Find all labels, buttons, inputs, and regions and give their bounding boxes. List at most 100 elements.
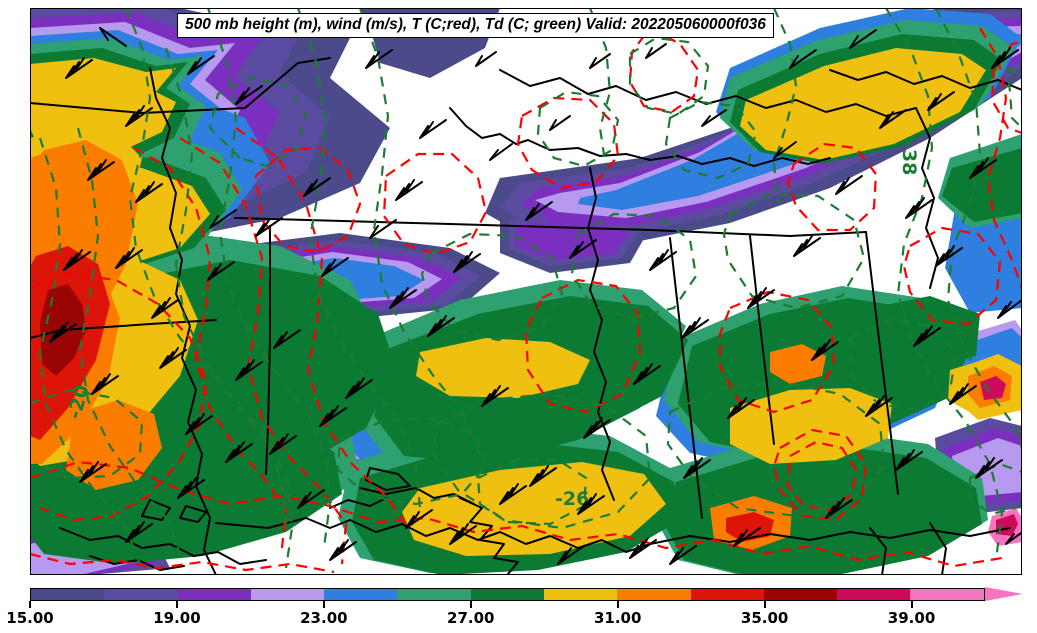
colorbar-segment bbox=[177, 589, 215, 600]
wind-barb bbox=[405, 509, 433, 529]
map-svg: -38 -26 -20 bbox=[30, 8, 1022, 575]
colorbar-segment bbox=[324, 589, 361, 600]
contour-label-38: -38 bbox=[898, 141, 920, 175]
colorbar-strip[interactable] bbox=[30, 588, 985, 601]
wind-barb bbox=[879, 109, 907, 129]
colorbar-segment bbox=[250, 589, 288, 600]
wind-barb bbox=[489, 143, 513, 161]
colorbar-segment bbox=[287, 589, 325, 600]
colorbar-segment bbox=[727, 589, 764, 600]
colorbar-tick-label: 27.00 bbox=[447, 609, 495, 627]
wind-barb bbox=[269, 433, 297, 455]
colorbar-segment bbox=[690, 589, 728, 600]
wind-barb bbox=[135, 181, 163, 203]
wind-barb bbox=[683, 457, 711, 479]
wind-barb bbox=[569, 239, 597, 259]
wind-barb bbox=[303, 177, 331, 197]
wind-barb bbox=[79, 461, 107, 483]
colorbar-segment bbox=[104, 589, 141, 600]
wind-barb bbox=[151, 297, 179, 319]
colorbar-segment bbox=[507, 589, 544, 600]
wind-barb bbox=[529, 465, 557, 487]
wind-barb bbox=[633, 363, 661, 385]
colorbar-tick-label: 31.00 bbox=[593, 609, 642, 627]
map-title-box: 500 mb height (m), wind (m/s), T (C;red)… bbox=[177, 13, 774, 39]
wind-barb bbox=[727, 397, 755, 419]
wind-barb bbox=[825, 497, 853, 519]
wind-barb bbox=[557, 545, 585, 565]
wind-barb bbox=[225, 441, 253, 463]
wind-barb bbox=[365, 49, 393, 69]
wind-barb bbox=[645, 43, 667, 59]
wind-barb bbox=[297, 489, 325, 509]
colorbar-tick-label: 35.00 bbox=[740, 609, 789, 627]
colorbar-segment bbox=[140, 589, 178, 600]
colorbar-segment bbox=[434, 589, 471, 600]
wind-barb bbox=[345, 377, 373, 399]
wind-barb bbox=[115, 247, 143, 269]
colorbar-segment bbox=[470, 589, 508, 600]
wind-barb bbox=[789, 49, 817, 69]
wind-barb bbox=[649, 249, 677, 271]
colorbar-segment bbox=[873, 589, 911, 600]
wind-barb bbox=[905, 197, 933, 219]
wind-barb bbox=[255, 217, 283, 237]
colorbar-tick-label: 15.00 bbox=[6, 609, 54, 627]
colorbar-segment bbox=[800, 589, 838, 600]
wind-barb bbox=[733, 527, 761, 547]
windspeed-max-core bbox=[30, 140, 1022, 550]
colorbar-segment bbox=[763, 589, 801, 600]
colorbar-tick bbox=[29, 601, 31, 608]
wind-barb bbox=[927, 91, 955, 111]
contour-label-26: -26 bbox=[555, 488, 589, 510]
wind-barb bbox=[99, 27, 127, 47]
wind-barb bbox=[125, 105, 153, 127]
colorbar[interactable]: 15.00 19.00 23.00 27.00 31.00 35.00 39.00 bbox=[0, 584, 1037, 633]
wind-barb bbox=[369, 219, 397, 239]
colorbar-tick-label: 19.00 bbox=[153, 609, 201, 627]
colorbar-tick bbox=[322, 601, 325, 608]
colorbar-tick bbox=[763, 601, 766, 608]
wind-barb bbox=[969, 157, 997, 179]
colorbar-segment bbox=[543, 589, 581, 600]
wind-barb bbox=[427, 315, 455, 337]
colorbar-tick bbox=[910, 601, 913, 608]
wind-barb bbox=[273, 329, 301, 349]
wind-barb bbox=[849, 29, 877, 49]
wind-barb bbox=[895, 449, 923, 471]
wind-barb bbox=[319, 405, 347, 427]
wind-barb bbox=[913, 325, 941, 347]
wind-barb bbox=[811, 339, 839, 361]
wind-barb bbox=[577, 493, 605, 515]
wind-barb bbox=[935, 245, 963, 267]
wind-barb bbox=[329, 539, 357, 561]
map-canvas[interactable]: -38 -26 -20 bbox=[30, 8, 1022, 575]
wind-barb bbox=[187, 55, 215, 75]
colorbar-tick-label: 23.00 bbox=[300, 609, 348, 627]
wind-barb bbox=[835, 175, 863, 195]
wind-barb bbox=[949, 383, 977, 405]
wind-barb bbox=[207, 261, 235, 281]
colorbar-segment bbox=[67, 589, 105, 600]
colorbar-segment bbox=[617, 589, 654, 600]
wind-barb bbox=[681, 317, 709, 339]
wind-barb bbox=[419, 119, 447, 139]
wind-barb bbox=[65, 57, 93, 79]
wind-barb bbox=[481, 385, 509, 407]
wind-barb bbox=[1005, 531, 1022, 545]
wind-barb bbox=[63, 249, 91, 271]
wind-barb bbox=[159, 347, 187, 369]
colorbar-extend-max-arrow bbox=[985, 587, 1023, 601]
wind-barb bbox=[185, 413, 213, 435]
wind-barb bbox=[321, 257, 349, 277]
wind-barb bbox=[449, 523, 477, 545]
wind-barb bbox=[975, 457, 1003, 479]
wind-barb bbox=[991, 47, 1019, 69]
colorbar-segment bbox=[214, 589, 251, 600]
wind-barbs-layer bbox=[49, 27, 1022, 565]
colorbar-tick bbox=[175, 601, 178, 608]
colorbar-segment bbox=[580, 589, 618, 600]
wind-barb bbox=[747, 287, 775, 309]
wind-barb bbox=[793, 235, 821, 257]
